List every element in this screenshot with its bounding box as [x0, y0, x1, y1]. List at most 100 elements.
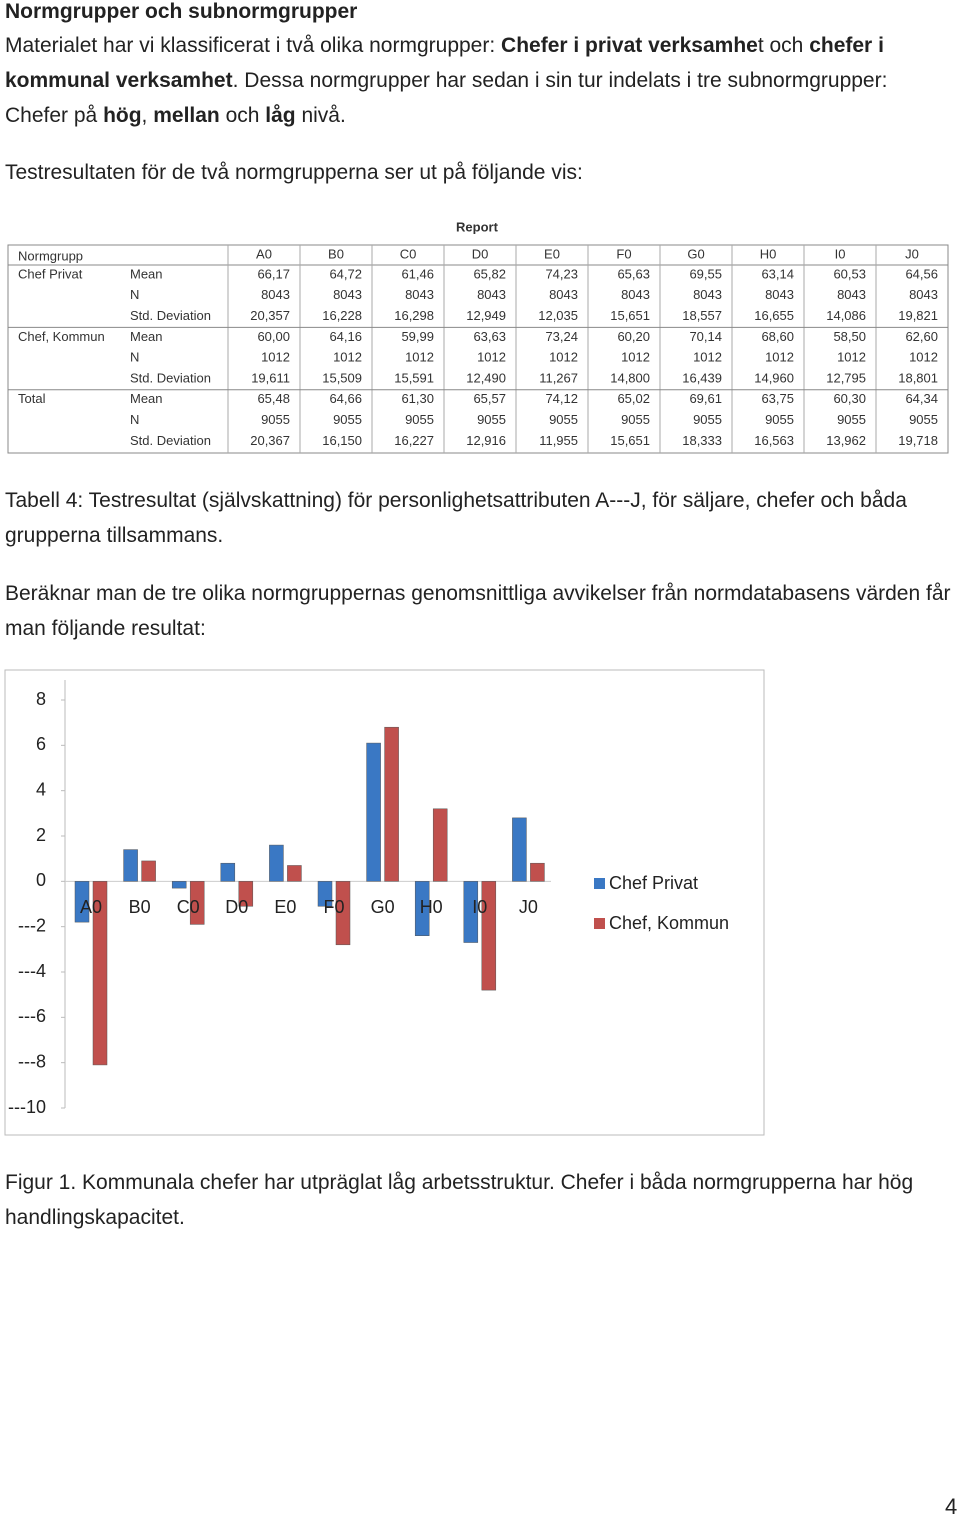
- table-cell: 62,60: [905, 329, 938, 344]
- table-cell: 9055: [261, 412, 290, 427]
- table-cell: 8043: [477, 287, 506, 302]
- table-cell: 15,651: [610, 308, 650, 323]
- table-cell: 9055: [909, 412, 938, 427]
- table-cell: 15,509: [322, 370, 362, 385]
- bar: [74, 881, 90, 923]
- table-cell: 9055: [549, 412, 578, 427]
- table-cell: 69,61: [689, 391, 722, 406]
- table-cell: 19,611: [251, 370, 290, 385]
- table-cell: 58,50: [833, 329, 866, 344]
- y-tick-label: 2: [36, 825, 46, 845]
- table-cell: 1012: [261, 350, 290, 365]
- table-cell: 65,02: [617, 391, 650, 406]
- table-cell: 65,48: [257, 391, 290, 406]
- table-cell: 12,490: [466, 370, 506, 385]
- x-tick-label: I0: [472, 897, 487, 917]
- y-tick-label: ---2: [18, 915, 46, 935]
- paragraph: Beräknar man de tre olika normgruppernas…: [5, 582, 951, 640]
- table-cell: 74,12: [545, 391, 578, 406]
- table-cell: 63,14: [761, 266, 794, 281]
- table-cell: 9055: [405, 412, 434, 427]
- x-tick-label: B0: [129, 897, 151, 917]
- table-cell: 1012: [837, 350, 866, 365]
- table-cell: 8043: [837, 287, 866, 302]
- stat-name: Mean: [130, 391, 163, 406]
- table-cell: 66,17: [257, 266, 290, 281]
- table-cell: 9055: [477, 412, 506, 427]
- x-tick-label: G0: [371, 897, 395, 917]
- text-run: hög: [103, 104, 142, 127]
- table-cell: 63,75: [761, 391, 794, 406]
- stat-name: Mean: [130, 329, 163, 344]
- text-run: ,: [141, 104, 154, 127]
- table-cell: 9055: [837, 412, 866, 427]
- bar: [530, 862, 545, 882]
- table-cell: 60,53: [833, 266, 866, 281]
- x-tick-label: H0: [420, 897, 443, 917]
- page-number: 4: [945, 1494, 958, 1519]
- table-cell: 19,821: [898, 308, 938, 323]
- column-header: E0: [544, 246, 560, 261]
- table-cell: 16,150: [322, 433, 362, 448]
- table-cell: 1012: [621, 350, 650, 365]
- table-cell: 18,801: [898, 370, 938, 385]
- table-cell: 8043: [405, 287, 434, 302]
- table-cell: 15,591: [394, 370, 434, 385]
- bar: [384, 726, 399, 882]
- table-cell: 12,035: [538, 308, 578, 323]
- y-tick-label: 8: [36, 689, 46, 709]
- column-header: C0: [400, 246, 417, 261]
- group-name: Chef, Kommun: [18, 329, 105, 344]
- column-header: G0: [687, 246, 704, 261]
- text-run: chefer i kommunal verksamhet: [5, 34, 884, 92]
- column-header: D0: [472, 246, 489, 261]
- table-cell: 16,563: [754, 433, 794, 448]
- x-tick-label: F0: [323, 897, 344, 917]
- bar: [171, 881, 187, 889]
- table-cell: 60,30: [833, 391, 866, 406]
- table-cell: 8043: [333, 287, 362, 302]
- bar: [220, 862, 236, 882]
- table-cell: 13,962: [826, 433, 866, 448]
- corner-label: Normgrupp: [18, 248, 83, 263]
- table-cell: 11,267: [539, 370, 578, 385]
- table-border: [7, 244, 949, 454]
- bar: [481, 881, 497, 991]
- table-cell: 65,63: [617, 266, 650, 281]
- y-tick-label: ---8: [18, 1051, 46, 1071]
- table-cell: 19,718: [898, 433, 938, 448]
- column-header: I0: [835, 246, 846, 261]
- intro-paragraph: Materialet har vi klassificerat i två ol…: [5, 28, 955, 133]
- bar: [92, 881, 108, 1066]
- table-cell: 64,66: [329, 391, 362, 406]
- table-cell: 8043: [765, 287, 794, 302]
- table-cell: 70,14: [689, 329, 722, 344]
- table-cell: 64,16: [329, 329, 362, 344]
- chart-frame: [4, 669, 765, 1136]
- table-cell: 73,24: [545, 329, 578, 344]
- table-cell: 61,30: [401, 391, 434, 406]
- y-tick-label: 0: [36, 870, 46, 890]
- column-header: J0: [905, 246, 919, 261]
- table-cell: 20,357: [250, 308, 290, 323]
- bar: [189, 881, 205, 925]
- text-run: t och: [757, 34, 810, 57]
- table-cell: 9055: [333, 412, 362, 427]
- bar: [269, 844, 284, 882]
- table-cell: 1012: [693, 350, 722, 365]
- figure-caption: Figur 1. Kommunala chefer har utpräglat …: [5, 1171, 914, 1229]
- bar: [335, 881, 351, 946]
- x-tick-label: D0: [225, 897, 248, 917]
- x-tick-label: E0: [274, 897, 296, 917]
- table-cell: 8043: [261, 287, 290, 302]
- table-cell: 1012: [477, 350, 506, 365]
- bar: [366, 742, 381, 882]
- stat-name: Std. Deviation: [130, 370, 211, 385]
- stat-name: Std. Deviation: [130, 433, 211, 448]
- table-cell: 16,655: [754, 308, 794, 323]
- table-cell: 59,99: [401, 329, 434, 344]
- legend-swatch: [594, 878, 605, 889]
- x-tick-label: A0: [80, 897, 102, 917]
- table-cell: 20,367: [250, 433, 290, 448]
